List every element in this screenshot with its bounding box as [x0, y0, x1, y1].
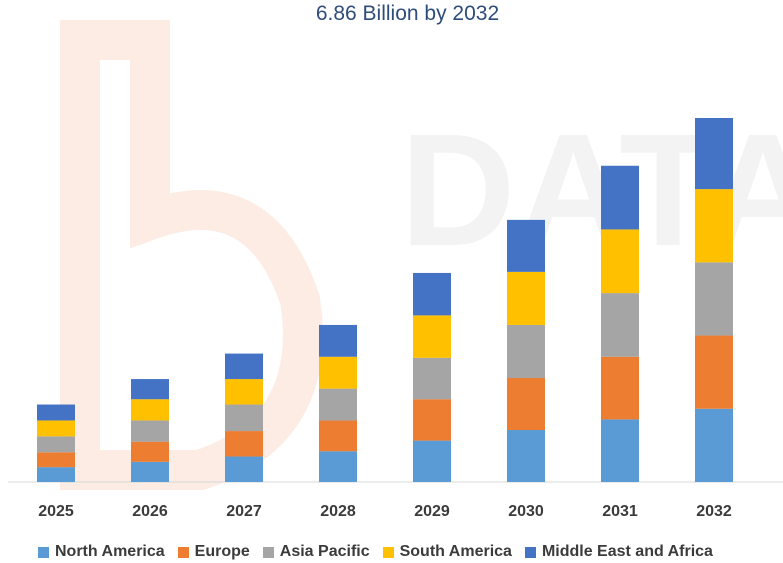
bar-2031-south-america — [601, 229, 639, 294]
bar-2032-middle-east-and-africa — [695, 118, 733, 190]
x-tick-label: 2027 — [226, 503, 262, 520]
bar-2029-asia-pacific — [413, 357, 451, 400]
legend-swatch — [38, 546, 49, 558]
chart-title: 6.86 Billion by 2032 — [315, 2, 500, 25]
bar-2028-asia-pacific — [319, 388, 357, 421]
legend-swatch — [262, 546, 274, 558]
bar-2029-north-america — [413, 440, 451, 482]
bar-2031-asia-pacific — [601, 293, 639, 357]
bar-2030-south-america — [507, 271, 545, 325]
bar-2029-south-america — [413, 315, 451, 358]
x-tick-label: 2025 — [38, 503, 74, 520]
bar-2032-europe — [695, 335, 733, 409]
bar-2029-europe — [413, 399, 451, 441]
bar-2026-asia-pacific — [131, 420, 169, 442]
x-tick-label: 2031 — [602, 503, 638, 520]
x-tick-label: 2030 — [508, 503, 544, 520]
bar-2030-middle-east-and-africa — [507, 219, 545, 272]
bar-2028-south-america — [319, 356, 357, 389]
legend-label: Europe — [194, 543, 250, 560]
legend-item: Asia Pacific — [262, 543, 370, 561]
bar-2025-south-america — [37, 420, 75, 437]
legend: North America Europe Asia Pacific South Ame… — [38, 541, 726, 563]
bar-2028-north-america — [319, 451, 357, 482]
bar-2032-asia-pacific — [695, 262, 733, 336]
bar-2027-asia-pacific — [225, 404, 263, 432]
bar-2030-asia-pacific — [507, 324, 545, 378]
x-tick-label: 2029 — [414, 503, 450, 520]
x-tick-label: 2032 — [696, 503, 732, 520]
bar-2027-middle-east-and-africa — [225, 353, 263, 380]
bar-2030-north-america — [507, 430, 545, 482]
legend-label: Middle East and Africa — [541, 543, 713, 560]
bar-2032-north-america — [695, 408, 733, 482]
bar-2028-europe — [319, 420, 357, 452]
bar-2027-north-america — [225, 456, 263, 482]
legend-swatch — [524, 546, 536, 558]
bar-2025-middle-east-and-africa — [37, 404, 75, 421]
bar-2026-middle-east-and-africa — [131, 379, 169, 400]
x-tick-labels: 2025 2026 2027 2028 2029 2030 2031 2032 — [38, 503, 732, 520]
legend-label: South America — [399, 543, 512, 560]
bar-2027-south-america — [225, 379, 263, 405]
bars-group — [37, 118, 733, 482]
bar-2032-south-america — [695, 189, 733, 263]
bar-2025-asia-pacific — [37, 436, 75, 453]
legend-label: North America — [55, 543, 165, 560]
x-tick-label: 2026 — [132, 503, 168, 520]
legend-item: Europe — [177, 543, 250, 561]
bar-2031-middle-east-and-africa — [601, 165, 639, 230]
legend-swatch — [177, 546, 189, 558]
bar-2026-north-america — [131, 461, 169, 482]
x-tick-label: 2028 — [320, 503, 356, 520]
bar-2031-north-america — [601, 419, 639, 482]
bar-2027-europe — [225, 431, 263, 457]
bar-2029-middle-east-and-africa — [413, 272, 451, 316]
bar-2026-europe — [131, 441, 169, 462]
bar-2025-north-america — [37, 467, 75, 482]
legend-item: Middle East and Africa — [524, 543, 713, 561]
legend-item: South America — [382, 543, 512, 561]
bar-2030-europe — [507, 378, 545, 430]
bar-2028-middle-east-and-africa — [319, 324, 357, 357]
legend-label: Asia Pacific — [279, 543, 370, 560]
bar-2025-europe — [37, 452, 75, 468]
bar-2031-europe — [601, 356, 639, 420]
legend-swatch — [382, 546, 394, 558]
legend-item: North America — [38, 543, 165, 561]
bar-2026-south-america — [131, 399, 169, 421]
